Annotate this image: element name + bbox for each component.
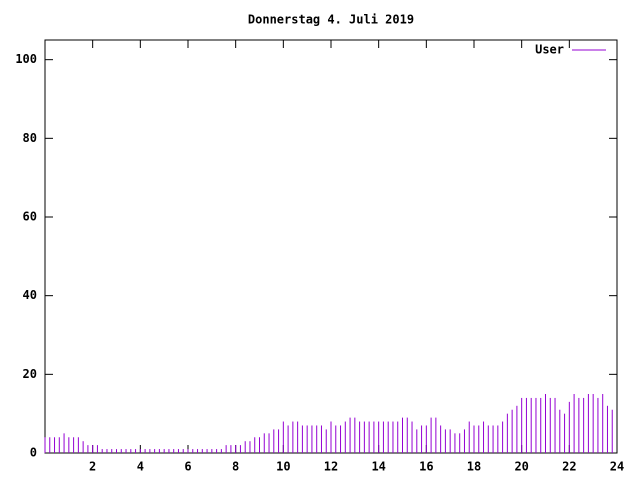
x-tick-label: 2 bbox=[89, 460, 96, 474]
y-tick-label: 20 bbox=[23, 367, 37, 381]
chart-title: Donnerstag 4. Juli 2019 bbox=[248, 13, 414, 27]
y-tick-label: 0 bbox=[30, 446, 37, 460]
x-tick-label: 12 bbox=[324, 460, 338, 474]
x-tick-label: 18 bbox=[467, 460, 481, 474]
y-tick-label: 60 bbox=[23, 210, 37, 224]
y-tick-label: 80 bbox=[23, 131, 37, 145]
x-tick-label: 4 bbox=[137, 460, 144, 474]
x-tick-label: 22 bbox=[562, 460, 576, 474]
x-tick-label: 8 bbox=[232, 460, 239, 474]
legend-label: User bbox=[535, 43, 564, 57]
y-tick-label: 40 bbox=[23, 288, 37, 302]
x-tick-label: 16 bbox=[419, 460, 433, 474]
y-tick-label: 100 bbox=[15, 52, 37, 66]
x-tick-label: 20 bbox=[514, 460, 528, 474]
x-tick-label: 10 bbox=[276, 460, 290, 474]
plot-border bbox=[44, 39, 618, 454]
x-tick-label: 24 bbox=[610, 460, 624, 474]
x-tick-label: 6 bbox=[184, 460, 191, 474]
x-tick-label: 14 bbox=[371, 460, 385, 474]
